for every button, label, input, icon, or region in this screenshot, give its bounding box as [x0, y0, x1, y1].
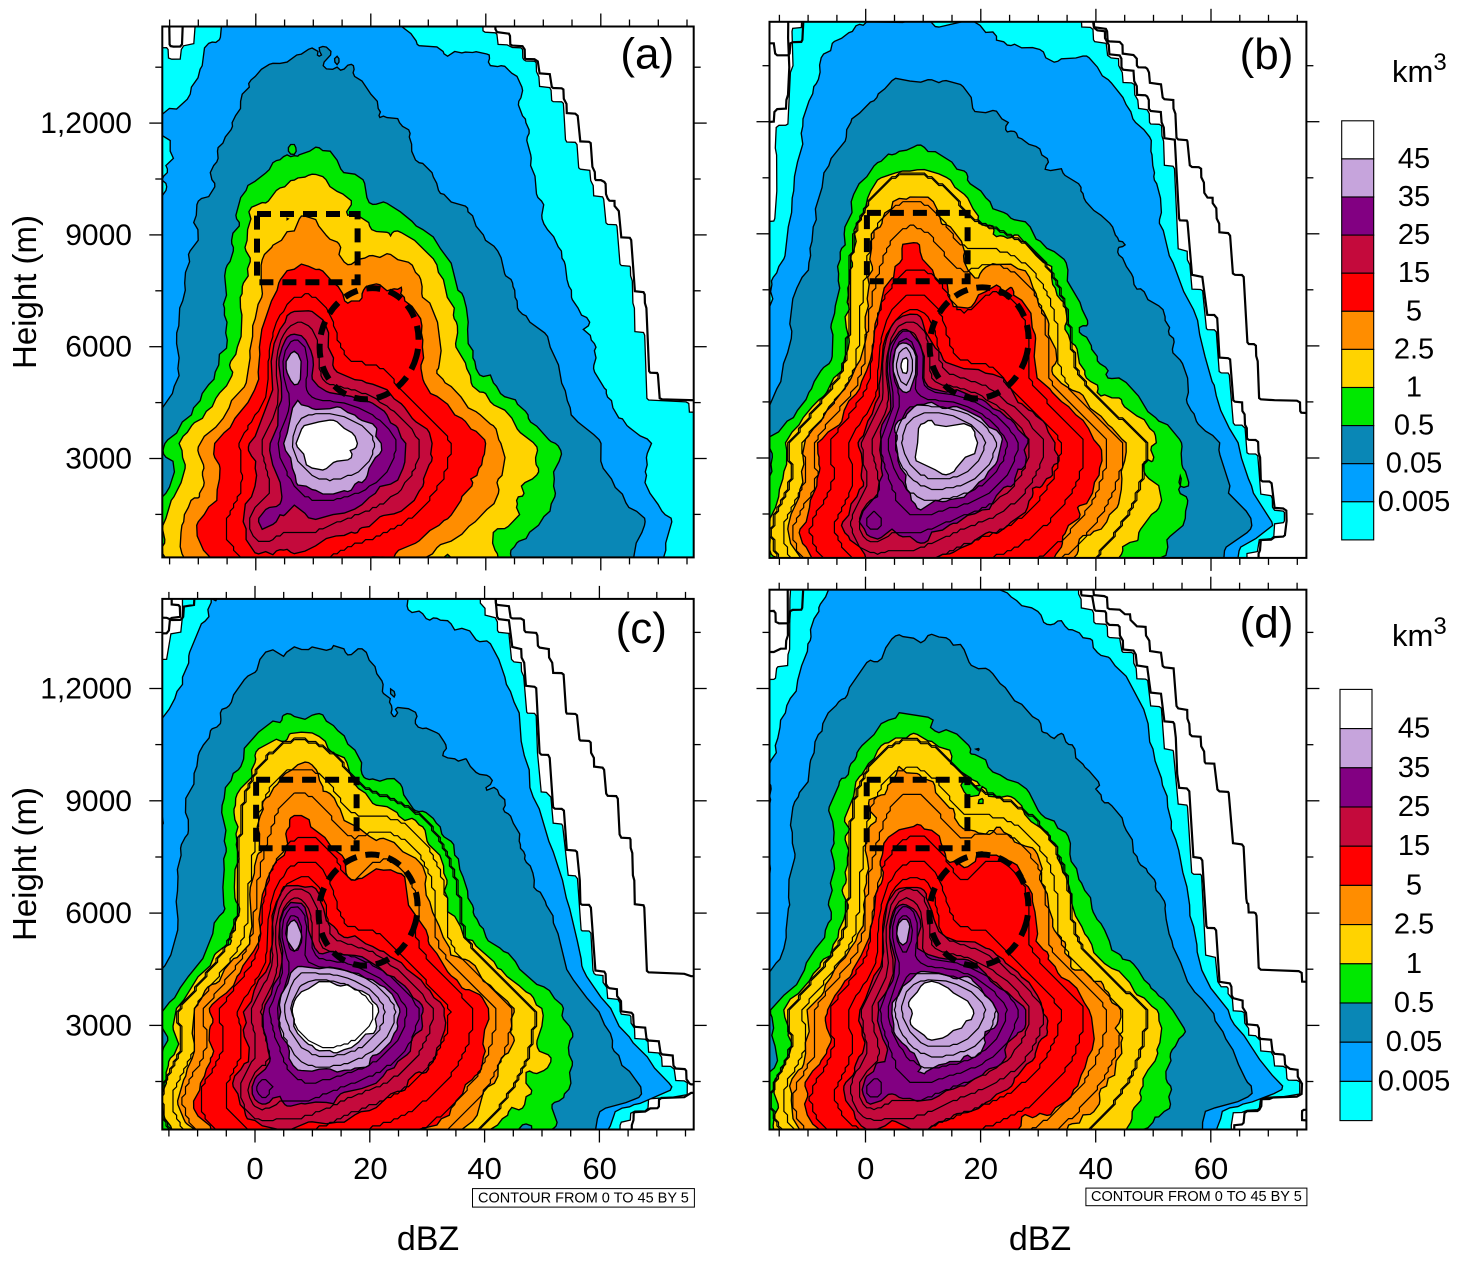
svg-text:15: 15: [1398, 257, 1430, 289]
svg-text:Height (m): Height (m): [6, 787, 43, 941]
svg-text:5: 5: [1406, 869, 1422, 901]
svg-text:60: 60: [582, 1151, 616, 1186]
svg-text:6000: 6000: [65, 897, 132, 930]
svg-text:45: 45: [1398, 713, 1430, 745]
svg-text:1,2000: 1,2000: [40, 107, 132, 140]
svg-text:(c): (c): [616, 604, 667, 653]
svg-text:5: 5: [1406, 295, 1422, 327]
svg-text:0.005: 0.005: [1378, 1065, 1451, 1097]
svg-text:3000: 3000: [65, 1009, 132, 1042]
svg-text:3000: 3000: [65, 442, 132, 475]
svg-text:2.5: 2.5: [1394, 333, 1434, 365]
svg-text:40: 40: [467, 1151, 501, 1186]
svg-text:1: 1: [1406, 372, 1422, 404]
svg-text:9000: 9000: [65, 785, 132, 818]
svg-text:60: 60: [1194, 1151, 1228, 1186]
svg-text:0.005: 0.005: [1378, 486, 1451, 518]
svg-text:0: 0: [857, 1151, 874, 1186]
svg-text:40: 40: [1079, 1151, 1113, 1186]
svg-text:dBZ: dBZ: [1009, 1220, 1071, 1258]
svg-text:9000: 9000: [65, 219, 132, 252]
svg-text:1,2000: 1,2000: [40, 673, 132, 706]
svg-text:(d): (d): [1240, 599, 1294, 648]
svg-text:1: 1: [1406, 948, 1422, 980]
svg-text:0.05: 0.05: [1386, 448, 1442, 480]
svg-text:15: 15: [1398, 830, 1430, 862]
svg-text:0.5: 0.5: [1394, 987, 1434, 1019]
svg-text:35: 35: [1398, 181, 1430, 213]
svg-text:dBZ: dBZ: [397, 1220, 459, 1258]
svg-text:0.05: 0.05: [1386, 1026, 1442, 1058]
svg-text:Height (m): Height (m): [6, 215, 43, 369]
svg-text:CONTOUR FROM 0 TO 45 BY 5: CONTOUR FROM 0 TO 45 BY 5: [478, 1191, 689, 1207]
svg-text:25: 25: [1398, 219, 1430, 251]
svg-text:0: 0: [246, 1151, 263, 1186]
svg-text:(b): (b): [1240, 30, 1294, 79]
svg-text:20: 20: [353, 1151, 387, 1186]
svg-text:0.5: 0.5: [1394, 410, 1434, 442]
svg-text:45: 45: [1398, 143, 1430, 175]
svg-text:35: 35: [1398, 752, 1430, 784]
svg-text:20: 20: [964, 1151, 998, 1186]
svg-text:(a): (a): [620, 30, 674, 79]
svg-text:CONTOUR FROM 0 TO 45 BY 5: CONTOUR FROM 0 TO 45 BY 5: [1091, 1189, 1302, 1205]
svg-text:25: 25: [1398, 791, 1430, 823]
svg-text:2.5: 2.5: [1394, 909, 1434, 941]
svg-text:6000: 6000: [65, 331, 132, 364]
